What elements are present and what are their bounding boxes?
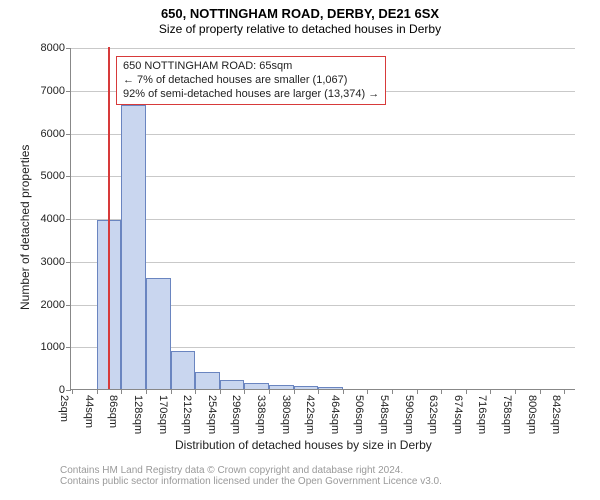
xtick-label: 800sqm (526, 395, 538, 434)
ytick-label: 8000 (41, 42, 71, 54)
xtick-mark (294, 389, 295, 394)
xtick-mark (540, 389, 541, 394)
histogram-bar (146, 278, 171, 389)
xtick-mark (343, 389, 344, 394)
xtick-label: 338sqm (255, 395, 267, 434)
annotation-line: 92% of semi-detached houses are larger (… (123, 88, 379, 102)
xtick-label: 422sqm (304, 395, 316, 434)
x-axis-label: Distribution of detached houses by size … (175, 438, 432, 452)
y-axis-label: Number of detached properties (18, 145, 32, 310)
histogram-bar (244, 383, 269, 389)
xtick-label: 590sqm (403, 395, 415, 434)
xtick-label: 842sqm (550, 395, 562, 434)
marker-line (108, 47, 110, 389)
xtick-label: 212sqm (181, 395, 193, 434)
xtick-mark (564, 389, 565, 394)
histogram-bar (171, 351, 196, 389)
xtick-label: 170sqm (157, 395, 169, 434)
footer-line: Contains public sector information licen… (60, 476, 442, 487)
footer-line: Contains HM Land Registry data © Crown c… (60, 465, 442, 476)
xtick-label: 128sqm (132, 395, 144, 434)
xtick-label: 86sqm (107, 395, 119, 428)
xtick-mark (466, 389, 467, 394)
xtick-mark (171, 389, 172, 394)
ytick-label: 4000 (41, 213, 71, 225)
ytick-label: 2000 (41, 299, 71, 311)
xtick-label: 548sqm (378, 395, 390, 434)
gridline (71, 48, 575, 49)
xtick-mark (72, 389, 73, 394)
ytick-label: 7000 (41, 85, 71, 97)
xtick-label: 506sqm (353, 395, 365, 434)
xtick-mark (417, 389, 418, 394)
xtick-mark (269, 389, 270, 394)
ytick-label: 1000 (41, 341, 71, 353)
xtick-mark (121, 389, 122, 394)
annotation-line: 650 NOTTINGHAM ROAD: 65sqm (123, 60, 379, 74)
histogram-bar (195, 372, 220, 389)
xtick-mark (97, 389, 98, 394)
xtick-mark (318, 389, 319, 394)
xtick-mark (392, 389, 393, 394)
xtick-label: 296sqm (230, 395, 242, 434)
xtick-label: 2sqm (58, 395, 70, 422)
gridline (71, 176, 575, 177)
ytick-label: 5000 (41, 170, 71, 182)
gridline (71, 262, 575, 263)
xtick-label: 254sqm (206, 395, 218, 434)
xtick-mark (195, 389, 196, 394)
xtick-mark (367, 389, 368, 394)
ytick-label: 3000 (41, 256, 71, 268)
xtick-label: 380sqm (280, 395, 292, 434)
histogram-bar (121, 105, 146, 389)
xtick-label: 44sqm (83, 395, 95, 428)
gridline (71, 219, 575, 220)
xtick-mark (146, 389, 147, 394)
histogram-bar (269, 385, 294, 389)
annotation-line: ← 7% of detached houses are smaller (1,0… (123, 74, 379, 88)
xtick-label: 674sqm (452, 395, 464, 434)
annotation-box: 650 NOTTINGHAM ROAD: 65sqm← 7% of detach… (116, 56, 386, 105)
xtick-label: 716sqm (476, 395, 488, 434)
xtick-mark (220, 389, 221, 394)
xtick-label: 758sqm (501, 395, 513, 434)
histogram-bar (220, 380, 245, 389)
histogram-bar (318, 387, 343, 389)
chart-subtitle: Size of property relative to detached ho… (0, 21, 600, 36)
chart-title: 650, NOTTINGHAM ROAD, DERBY, DE21 6SX (0, 0, 600, 21)
xtick-label: 632sqm (427, 395, 439, 434)
xtick-mark (490, 389, 491, 394)
xtick-label: 464sqm (329, 395, 341, 434)
footer-attribution: Contains HM Land Registry data © Crown c… (60, 465, 442, 487)
histogram-bar (294, 386, 319, 389)
ytick-label: 6000 (41, 128, 71, 140)
xtick-mark (441, 389, 442, 394)
xtick-mark (515, 389, 516, 394)
gridline (71, 134, 575, 135)
xtick-mark (244, 389, 245, 394)
